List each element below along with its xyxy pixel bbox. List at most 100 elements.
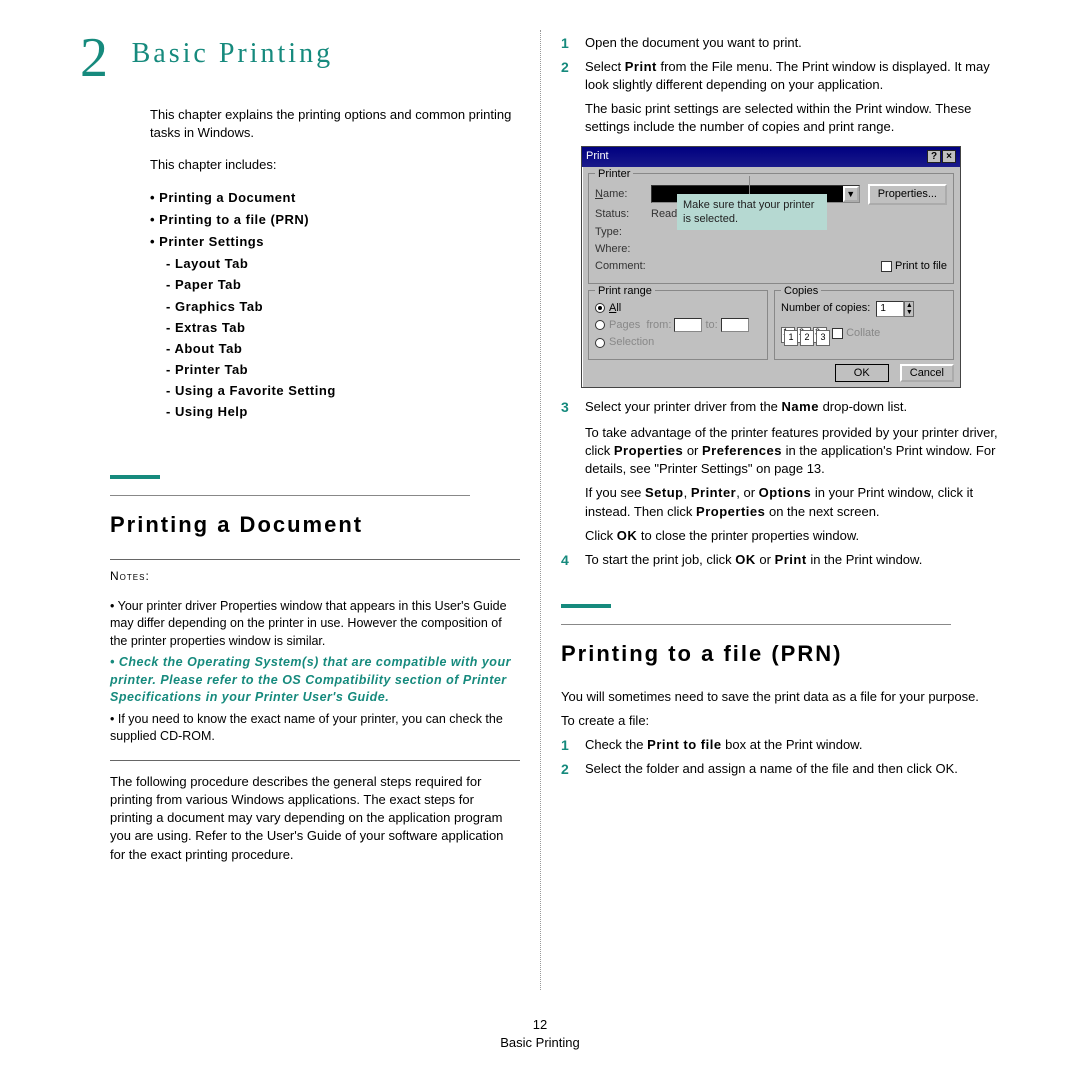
print-to-file-label: Print to file [895, 260, 947, 272]
checkbox-icon[interactable] [881, 261, 892, 272]
type-label: Type: [595, 225, 651, 240]
step-2: 2Select Print from the File menu. The Pr… [561, 58, 1001, 94]
group-label: Print range [595, 284, 655, 299]
group-label: Copies [781, 284, 821, 299]
steps-list-cont2: 4To start the print job, click OK or Pri… [561, 551, 1001, 571]
toc-item: Printing to a file (PRN) [150, 211, 520, 229]
toc-subitem: Layout Tab [166, 255, 520, 273]
dialog-footer: OK Cancel [582, 360, 960, 387]
collate-check[interactable]: Collate [832, 326, 880, 341]
from-input[interactable] [674, 318, 702, 332]
checkbox-icon[interactable] [832, 328, 843, 339]
step-number: 2 [561, 760, 585, 780]
step-3: 3Select your printer driver from the Nam… [561, 398, 1001, 418]
range-selection-radio[interactable]: Selection [595, 335, 761, 350]
chapter-intro-block: This chapter explains the printing optio… [150, 106, 520, 175]
cancel-button[interactable]: Cancel [900, 364, 954, 382]
collate-label: Collate [846, 327, 880, 339]
step-continuation: To take advantage of the printer feature… [585, 424, 1001, 479]
help-icon[interactable]: ? [927, 150, 941, 163]
step-continuation: The basic print settings are selected wi… [585, 100, 1001, 136]
includes-label: This chapter includes: [150, 156, 520, 174]
rule [110, 559, 520, 560]
step-text: Select your printer driver from the Name… [585, 398, 1001, 418]
prn-body2: To create a file: [561, 712, 1001, 730]
range-all-radio[interactable]: All [595, 301, 761, 316]
properties-button[interactable]: Properties... [868, 184, 947, 205]
procedure-intro: The following procedure describes the ge… [110, 773, 520, 864]
name-label: Name: [595, 187, 651, 202]
section-body: Notes: Your printer driver Properties wi… [110, 559, 520, 864]
page-footer: 12 Basic Printing [0, 1016, 1080, 1052]
copies-input[interactable]: 1 [876, 301, 904, 317]
left-column: 2 Basic Printing This chapter explains t… [60, 30, 540, 920]
section-title-prn: Printing to a file (PRN) [561, 639, 1001, 670]
section-divider [561, 597, 1001, 633]
chapter-header: 2 Basic Printing [80, 30, 520, 86]
rule-line [110, 495, 470, 496]
notes-list: Your printer driver Properties window th… [110, 598, 520, 746]
page: 2 Basic Printing This chapter explains t… [0, 0, 1080, 1000]
toc-subitem: Using a Favorite Setting [166, 382, 520, 400]
from-label: from: [646, 319, 671, 331]
toc-item: Printer Settings Layout Tab Paper Tab Gr… [150, 233, 520, 422]
copies-group: Copies Number of copies: 1▲▼ 123 Collate [774, 290, 954, 360]
toc-subitem: Graphics Tab [166, 298, 520, 316]
step-text: Check the Print to file box at the Print… [585, 736, 1001, 756]
note-item: Your printer driver Properties window th… [110, 598, 520, 651]
accent-bar [110, 475, 160, 479]
rule [110, 760, 520, 761]
accent-bar [561, 604, 611, 608]
section-title-printing-document: Printing a Document [110, 510, 520, 541]
step-number: 3 [561, 398, 585, 418]
radio-icon[interactable] [595, 303, 605, 313]
dialog-title: Print [586, 149, 609, 164]
dropdown-icon[interactable]: ▼ [843, 186, 859, 202]
range-pages-radio[interactable]: Pages from: to: [595, 318, 761, 333]
notes-label: Notes: [110, 568, 520, 585]
toc-subitem: Paper Tab [166, 276, 520, 294]
step-number: 1 [561, 736, 585, 756]
ok-button[interactable]: OK [835, 364, 889, 382]
step-number: 1 [561, 34, 585, 54]
close-icon[interactable]: × [942, 150, 956, 163]
radio-icon[interactable] [595, 338, 605, 348]
dialog-titlebar: Print ?× [582, 147, 960, 166]
section-divider [110, 468, 520, 504]
chapter-intro-text: This chapter explains the printing optio… [150, 106, 520, 142]
to-label: to: [706, 319, 718, 331]
collate-icon: 123 [781, 325, 829, 343]
group-label: Printer [595, 167, 633, 182]
prn-body: You will sometimes need to save the prin… [561, 688, 1001, 706]
prn-steps: 1Check the Print to file box at the Prin… [561, 736, 1001, 779]
step-text: To start the print job, click OK or Prin… [585, 551, 1001, 571]
copies-label: Number of copies: [781, 301, 870, 316]
step-number: 4 [561, 551, 585, 571]
titlebar-buttons: ?× [926, 149, 956, 164]
toc-subitem: About Tab [166, 340, 520, 358]
toc-subitem: Extras Tab [166, 319, 520, 337]
toc-subitem: Printer Tab [166, 361, 520, 379]
print-to-file-check[interactable]: Print to file [881, 259, 947, 274]
steps-list-cont: 3Select your printer driver from the Nam… [561, 398, 1001, 418]
where-label: Where: [595, 242, 651, 257]
to-input[interactable] [721, 318, 749, 332]
note-item-compat: Check the Operating System(s) that are c… [110, 654, 520, 707]
toc-item-label: Printer Settings [159, 234, 264, 249]
rule-line [561, 624, 951, 625]
step-text: Select Print from the File menu. The Pri… [585, 58, 1001, 94]
toc: Printing a Document Printing to a file (… [150, 189, 520, 422]
step-number: 2 [561, 58, 585, 94]
callout-pointer [749, 176, 750, 194]
chapter-title: Basic Printing [132, 30, 333, 78]
toc-item: Printing a Document [150, 189, 520, 207]
print-dialog: Print ?× Printer Make sure that your pri… [581, 146, 961, 388]
spinner-icon[interactable]: ▲▼ [904, 301, 914, 317]
step-text: Open the document you want to print. [585, 34, 1001, 54]
page-number: 12 [0, 1016, 1080, 1034]
right-column: 1Open the document you want to print. 2S… [541, 30, 1021, 920]
step-continuation: Click OK to close the printer properties… [585, 527, 1001, 545]
step-continuation: If you see Setup, Printer, or Options in… [585, 484, 1001, 520]
radio-icon[interactable] [595, 320, 605, 330]
prn-step-1: 1Check the Print to file box at the Prin… [561, 736, 1001, 756]
